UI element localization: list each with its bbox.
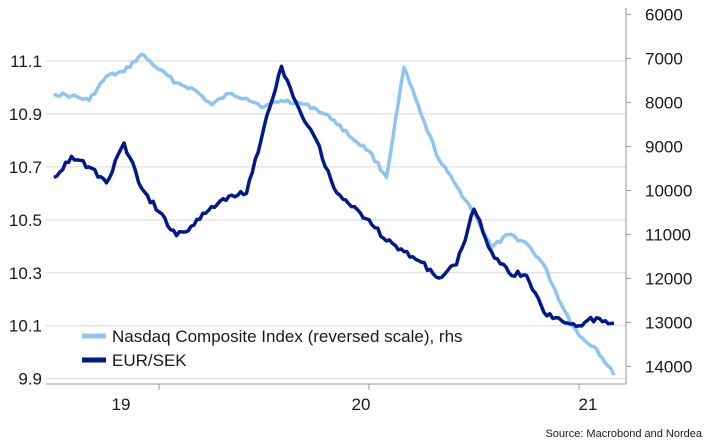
eursek-series-line — [53, 64, 615, 329]
right-axis-ticks: 6000 7000 8000 9000 10000 11000 12000 13000 1400… — [626, 6, 692, 376]
source-note: Source: Macrobond and Nordea — [545, 428, 702, 440]
gridlines — [46, 60, 626, 380]
series-lines — [53, 52, 616, 376]
x-tick-label: 21 — [579, 395, 598, 414]
legend-label-nasdaq: Nasdaq Composite Index (reversed scale),… — [112, 327, 463, 346]
legend-label-eursek: EUR/SEK — [112, 351, 187, 370]
right-tick-label: 8000 — [645, 94, 683, 113]
right-tick-label: 13000 — [645, 313, 692, 332]
x-tick-label: 19 — [112, 395, 131, 414]
x-tick-label: 20 — [352, 395, 371, 414]
right-tick-label: 10000 — [645, 182, 692, 201]
right-tick-label: 12000 — [645, 269, 692, 288]
right-tick-label: 14000 — [645, 357, 692, 376]
right-tick-label: 6000 — [645, 6, 683, 25]
right-tick-label: 7000 — [645, 50, 683, 69]
left-tick-label: 10.5 — [9, 211, 42, 230]
right-tick-label: 9000 — [645, 138, 683, 157]
left-tick-label: 10.9 — [9, 105, 42, 124]
left-tick-label: 10.1 — [9, 317, 42, 336]
left-tick-label: 10.3 — [9, 264, 42, 283]
left-tick-label: 10.7 — [9, 158, 42, 177]
left-tick-label: 9.9 — [18, 370, 42, 389]
legend: Nasdaq Composite Index (reversed scale),… — [82, 327, 463, 370]
x-axis-ticks: 19 20 21 — [112, 384, 598, 414]
right-tick-label: 11000 — [645, 225, 691, 244]
left-tick-label: 11.1 — [10, 52, 42, 71]
nasdaq-series-line — [53, 52, 616, 376]
left-axis-ticks: 9.9 10.1 10.3 10.5 10.7 10.9 11.1 — [9, 52, 42, 389]
